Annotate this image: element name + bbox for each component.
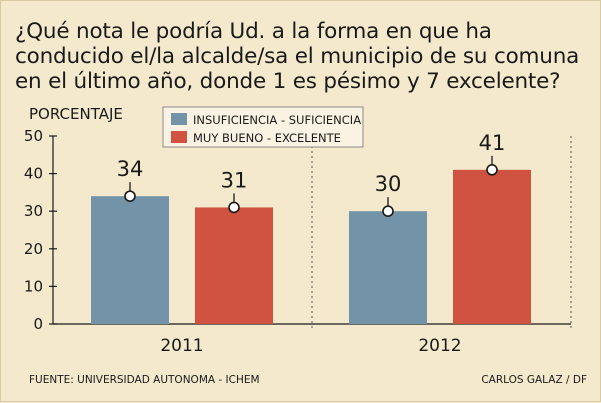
y-tick-label: 30	[24, 202, 43, 220]
data-point-marker	[382, 205, 394, 217]
bar	[195, 207, 273, 324]
data-label: 34	[117, 157, 144, 181]
legend-box	[162, 106, 364, 148]
legend-swatch	[171, 131, 187, 143]
bar	[349, 211, 427, 324]
y-tick-label: 10	[24, 277, 43, 295]
x-category-label: 2012	[418, 336, 461, 356]
data-label: 30	[375, 172, 402, 196]
x-category-label: 2011	[160, 336, 203, 356]
bar	[91, 196, 169, 324]
legend-swatch	[171, 113, 187, 125]
bars	[91, 169, 531, 324]
chart-title: ¿Qué nota le podría Ud. a la forma en qu…	[15, 19, 580, 94]
data-point-marker	[486, 164, 498, 176]
y-axis-label: PORCENTAJE	[29, 105, 123, 123]
y-tick-label: 50	[24, 127, 43, 145]
data-labels: 2011 34 31 2012 30 41	[117, 131, 506, 356]
legend: INSUFICIENCIA - SUFICIENCIA MUY BUENO - E…	[162, 106, 364, 148]
bar	[453, 169, 531, 324]
legend-label: INSUFICIENCIA - SUFICIENCIA	[193, 113, 361, 127]
y-tick-label: 40	[24, 165, 43, 183]
y-tick-label: 20	[24, 240, 43, 258]
data-label: 31	[221, 168, 248, 192]
source-note: FUENTE: UNIVERSIDAD AUTONOMA - ICHEM	[29, 374, 260, 386]
credit-note: CARLOS GALAZ / DF	[481, 374, 587, 386]
y-tick-label: 0	[33, 315, 43, 333]
data-point-marker	[124, 190, 136, 202]
data-label: 41	[479, 131, 506, 155]
data-point-marker	[228, 201, 240, 214]
legend-label: MUY BUENO - EXCELENTE	[193, 131, 341, 145]
